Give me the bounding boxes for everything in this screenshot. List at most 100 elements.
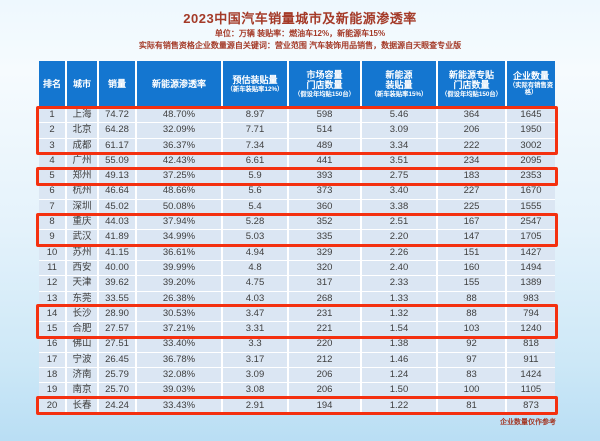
table-cell-r18-c7: 1.24 <box>362 368 436 383</box>
table-cell-r16-c1: 16 <box>39 337 65 352</box>
table-cell-r11-c3: 40.00 <box>99 260 135 276</box>
table-cell-r17-c4: 36.78% <box>137 352 221 368</box>
table-cell-r18-c8: 83 <box>438 368 505 383</box>
table-cell-r8-c6: 352 <box>289 215 360 230</box>
table-cell-r1-c3: 74.72 <box>99 108 135 123</box>
table-cell-r3-c9: 3002 <box>507 138 555 153</box>
table-cell-r3-c7: 3.34 <box>362 138 436 153</box>
table-cell-r16-c7: 1.38 <box>362 337 436 352</box>
column-header-subnote: （新车装贴率15%） <box>370 90 428 98</box>
table-cell-r15-c6: 221 <box>289 322 360 337</box>
table-cell-r7-c5: 5.4 <box>223 199 287 215</box>
table-cell-r4-c6: 441 <box>289 153 360 169</box>
table-cell-r19-c1: 19 <box>39 383 65 398</box>
table-cell-r20-c1: 20 <box>39 398 65 413</box>
table-cell-r4-c4: 42.43% <box>137 153 221 169</box>
table-cell-r15-c4: 37.21% <box>137 322 221 337</box>
table-cell-r17-c6: 212 <box>289 352 360 368</box>
table-cell-r2-c9: 1950 <box>507 123 555 138</box>
table-cell-r11-c6: 320 <box>289 260 360 276</box>
table-cell-r13-c8: 88 <box>438 291 505 306</box>
table-cell-r17-c3: 26.45 <box>99 352 135 368</box>
table-cell-r7-c2: 深圳 <box>67 199 97 215</box>
table-cell-r4-c2: 广州 <box>67 153 97 169</box>
table-cell-r6-c3: 46.64 <box>99 184 135 199</box>
table-cell-r13-c2: 东莞 <box>67 291 97 306</box>
table-cell-r7-c8: 225 <box>438 199 505 215</box>
column-header-8: 新能源专贴 门店数量 （假设年均贴150台） <box>438 61 505 106</box>
table-cell-r3-c6: 489 <box>289 138 360 153</box>
table-cell-r8-c3: 44.03 <box>99 215 135 230</box>
table-cell-r15-c7: 1.54 <box>362 322 436 337</box>
table-cell-r12-c3: 39.62 <box>99 276 135 291</box>
table-cell-r14-c1: 14 <box>39 306 65 322</box>
table-cell-r2-c7: 3.09 <box>362 123 436 138</box>
table-cell-r4-c3: 55.09 <box>99 153 135 169</box>
table-cell-r7-c6: 360 <box>289 199 360 215</box>
table-cell-r20-c7: 1.22 <box>362 398 436 413</box>
table-cell-r18-c3: 25.79 <box>99 368 135 383</box>
page-title: 2023中国汽车销量城市及新能源渗透率 <box>183 11 417 26</box>
table-cell-r8-c1: 8 <box>39 215 65 230</box>
column-header-label: 销量 <box>107 78 126 89</box>
table-cell-r17-c2: 宁波 <box>67 352 97 368</box>
table-cell-r5-c2: 郑州 <box>67 169 97 184</box>
column-header-label: 新能源专贴 门店数量 <box>448 69 494 90</box>
table-cell-r14-c3: 28.90 <box>99 306 135 322</box>
table-cell-r4-c1: 4 <box>39 153 65 169</box>
table-cell-r12-c7: 2.33 <box>362 276 436 291</box>
table-cell-r10-c8: 151 <box>438 245 505 260</box>
table-cell-r18-c5: 3.09 <box>223 368 287 383</box>
column-header-label: 企业数量 <box>512 71 549 81</box>
table-cell-r4-c9: 2095 <box>507 153 555 169</box>
table-cell-r1-c9: 1645 <box>507 108 555 123</box>
table-cell-r18-c1: 18 <box>39 368 65 383</box>
column-header-label: 排名 <box>42 78 61 89</box>
table-cell-r5-c5: 5.9 <box>223 169 287 184</box>
table-cell-r14-c6: 231 <box>289 306 360 322</box>
table-cell-r18-c2: 济南 <box>67 368 97 383</box>
table-cell-r20-c8: 81 <box>438 398 505 413</box>
table-cell-r11-c9: 1494 <box>507 260 555 276</box>
table-cell-r9-c8: 147 <box>438 230 505 245</box>
column-header-label: 新能源 装贴量 <box>385 69 413 90</box>
table-cell-r12-c5: 4.75 <box>223 276 287 291</box>
table-cell-r2-c2: 北京 <box>67 123 97 138</box>
table-cell-r11-c2: 西安 <box>67 260 97 276</box>
table-cell-r19-c4: 39.03% <box>137 383 221 398</box>
table-cell-r8-c5: 5.28 <box>223 215 287 230</box>
column-header-label: 城市 <box>72 78 91 89</box>
table-cell-r3-c2: 成都 <box>67 138 97 153</box>
table-cell-r10-c5: 4.94 <box>223 245 287 260</box>
table-cell-r7-c3: 45.02 <box>99 199 135 215</box>
table-cell-r6-c2: 杭州 <box>67 184 97 199</box>
table-cell-r6-c1: 6 <box>39 184 65 199</box>
table-cell-r9-c9: 1705 <box>507 230 555 245</box>
table-cell-r19-c5: 3.08 <box>223 383 287 398</box>
table-cell-r7-c9: 1555 <box>507 199 555 215</box>
table-body: 1 上海 74.72 48.70% 8.97 598 5.46 364 1645 2 北京 64.28… <box>39 108 555 413</box>
table-cell-r16-c8: 92 <box>438 337 505 352</box>
table-cell-r2-c4: 32.09% <box>137 123 221 138</box>
table-cell-r10-c2: 苏州 <box>67 245 97 260</box>
table-cell-r3-c3: 61.17 <box>99 138 135 153</box>
column-header-7: 新能源 装贴量 （新车装贴率15%） <box>362 61 436 106</box>
column-header-2: 城市 <box>67 61 97 106</box>
column-header-label: 市场容量 门店数量 <box>306 69 343 90</box>
table-cell-r11-c1: 11 <box>39 260 65 276</box>
table-cell-r16-c4: 33.40% <box>137 337 221 352</box>
table-cell-r10-c1: 10 <box>39 245 65 260</box>
table-cell-r8-c8: 167 <box>438 215 505 230</box>
table-cell-r6-c9: 1670 <box>507 184 555 199</box>
table-cell-r16-c2: 佛山 <box>67 337 97 352</box>
table-cell-r10-c6: 329 <box>289 245 360 260</box>
table-cell-r5-c1: 5 <box>39 169 65 184</box>
table-cell-r7-c7: 3.38 <box>362 199 436 215</box>
table-cell-r15-c5: 3.31 <box>223 322 287 337</box>
table-cell-r6-c6: 373 <box>289 184 360 199</box>
table-cell-r5-c6: 393 <box>289 169 360 184</box>
table-cell-r19-c8: 100 <box>438 383 505 398</box>
table-cell-r15-c1: 15 <box>39 322 65 337</box>
column-header-subnote: （实际有销售资格） <box>508 82 554 96</box>
